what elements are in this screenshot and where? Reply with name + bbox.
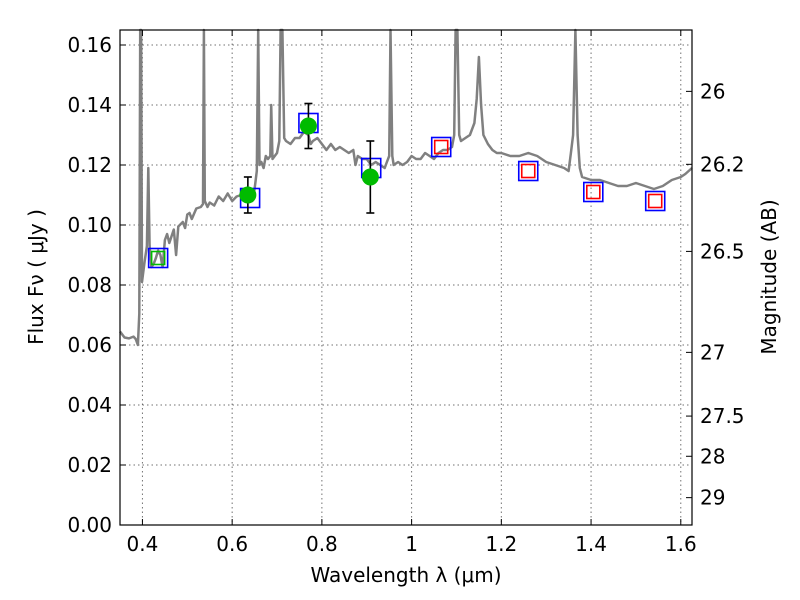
y-tick-label: 0.00 — [67, 513, 112, 537]
right-tick-label: 28 — [700, 444, 725, 468]
y-axis-label: Flux Fν ( μJy ) — [24, 209, 48, 345]
y-tick-label: 0.06 — [67, 333, 112, 357]
right-tick-label: 26.2 — [700, 152, 745, 176]
axis-ticks: 0.4 0.6 0.8 1 1.2 1.4 1.6 0.00 0.02 0.04 0.06 0.08 0… — [67, 30, 745, 556]
right-tick-label: 29 — [700, 486, 725, 510]
y-tick-label: 0.12 — [67, 153, 112, 177]
red-square-marker — [520, 163, 536, 179]
data-markers — [147, 102, 666, 269]
right-tick-label: 26.5 — [700, 239, 745, 263]
y-tick-label: 0.16 — [67, 33, 112, 57]
y-tick-label: 0.04 — [67, 393, 112, 417]
right-tick-label: 26 — [700, 79, 725, 103]
right-tick-label: 27 — [700, 340, 725, 364]
blue-square-marker — [430, 136, 452, 158]
x-tick-label: 1 — [405, 532, 418, 556]
x-tick-label: 1.2 — [485, 532, 517, 556]
observed-point — [239, 186, 257, 204]
y-tick-label: 0.08 — [67, 273, 112, 297]
red-square-marker — [586, 184, 601, 200]
red-square-marker — [433, 139, 449, 155]
observed-point — [299, 117, 317, 135]
blue-square-marker — [147, 247, 169, 269]
plot-frame — [119, 29, 693, 526]
x-axis-label: Wavelength λ (μm) — [310, 563, 501, 587]
y-tick-label: 0.02 — [67, 453, 112, 477]
grid — [120, 30, 692, 526]
green-square-marker — [150, 250, 166, 266]
blue-square-marker — [517, 160, 539, 182]
x-tick-label: 0.8 — [306, 532, 338, 556]
red-square-marker — [647, 193, 663, 209]
y-tick-label: 0.14 — [67, 93, 112, 117]
x-tick-label: 1.4 — [575, 532, 607, 556]
spectrum-line — [119, 28, 693, 347]
blue-square-marker — [583, 181, 604, 203]
x-tick-label: 0.6 — [216, 532, 248, 556]
observed-point — [361, 168, 379, 186]
blue-square-marker — [644, 190, 666, 212]
x-tick-label: 1.6 — [665, 532, 697, 556]
right-tick-label: 27.5 — [700, 404, 745, 428]
y-tick-label: 0.10 — [67, 213, 112, 237]
model-spectrum — [119, 28, 693, 347]
x-tick-label: 0.4 — [127, 532, 159, 556]
y-axis-right-label: Magnitude (AB) — [757, 199, 781, 354]
